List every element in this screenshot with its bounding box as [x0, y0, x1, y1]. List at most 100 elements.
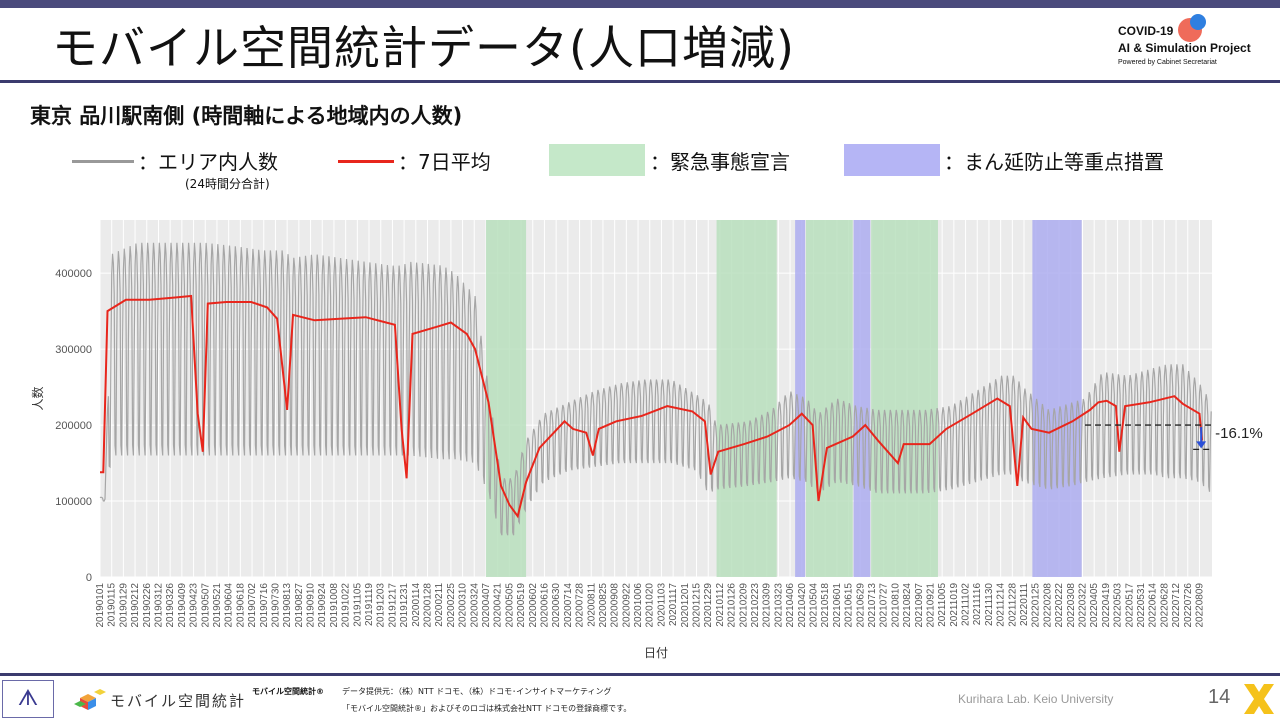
annotation-arrow-head [1196, 441, 1207, 449]
x-tick-label: 20210420 [797, 583, 808, 628]
x-tick-label: 20191008 [329, 583, 340, 628]
x-tick-label: 20190827 [294, 583, 305, 628]
x-tick-label: 20210907 [914, 583, 925, 628]
x-tick-label: 20190716 [259, 583, 270, 628]
mobile-spatial-statistics-logo: モバイル空間統計 [72, 684, 244, 714]
y-axis-title: 人数 [30, 386, 45, 410]
page-number: 14 [1208, 686, 1231, 708]
x-tick-label: 20190129 [118, 583, 129, 628]
x-tick-label: 20200616 [539, 583, 550, 628]
x-tick-label: 20210810 [890, 583, 901, 628]
emergency-period-band [805, 220, 853, 577]
emergency-period-band [716, 220, 777, 577]
x-tick-label: 20200602 [528, 583, 539, 628]
x-tick-label: 20220322 [1078, 583, 1089, 628]
x-tick-label: 20200310 [458, 583, 469, 628]
x-tick-label: 20190910 [306, 583, 317, 628]
x-tick-label: 20201229 [703, 583, 714, 628]
series-7day-average [100, 294, 1203, 519]
footer-lab-name: Kurihara Lab. Keio University [958, 692, 1114, 706]
logo-line-1: COVID-19 [1118, 24, 1174, 38]
x-tick-label: 20190618 [235, 583, 246, 628]
footer-registered: モバイル空間統計® [252, 687, 324, 696]
covid-ai-project-logo: COVID-19 AI & Simulation Project Powered… [1118, 14, 1268, 74]
x-tick-label: 20201201 [680, 583, 691, 628]
x-tick-label: 20211228 [1007, 583, 1018, 627]
legend-green-label: ：緊急事態宣言 [650, 150, 790, 174]
y-tick-label: 400000 [55, 268, 92, 280]
population-line-chart: 0 100000 200000 300000 400000 20190101 2019011… [30, 220, 1263, 660]
x-tick-label: 20210223 [750, 583, 761, 628]
x-tick-label: 20201215 [692, 583, 703, 628]
chart-subtitle: 東京 品川駅南側 (時間軸による地域内の人数) [30, 104, 463, 128]
cube-logo-icon [74, 689, 106, 710]
logo-line-3: Powered by Cabinet Secretariat [1118, 59, 1217, 66]
x-tick-label: 20210921 [925, 583, 936, 628]
x-tick-label: 20200922 [621, 583, 632, 628]
x-axis-title: 日付 [644, 646, 668, 660]
legend-blue-label: ：まん延防止等重点措置 [944, 150, 1164, 174]
x-tick-label: 20220419 [1101, 583, 1112, 628]
x-tick-label: 20210518 [820, 583, 831, 628]
y-tick-label: 100000 [55, 496, 92, 508]
x-tick-label: 20190115 [107, 583, 118, 627]
page-title: モバイル空間統計データ(人口増減) [52, 21, 795, 75]
x-tick-label: 20200128 [423, 583, 434, 628]
legend-red-swatch [338, 160, 394, 163]
x-tick-label: 20210629 [855, 583, 866, 628]
x-tick-label: 20220628 [1159, 583, 1170, 628]
x-tick-label: 20211214 [996, 583, 1007, 627]
legend-red-label: ：7日平均 [398, 150, 491, 174]
x-tick-label: 20191022 [341, 583, 352, 628]
footer-source-line1: データ提供元：（株）NTT ドコモ、（株）ドコモ･インサイトマーケティング [342, 687, 612, 696]
legend-green-swatch [549, 144, 645, 176]
x-tick-label: 20190521 [212, 583, 223, 628]
x-tick-label: 20200714 [563, 583, 574, 628]
x-tick-label: 20190604 [224, 583, 235, 628]
x-tick-label: 20190813 [282, 583, 293, 628]
x-tick-label: 20190702 [247, 583, 258, 628]
x-tick-label: 20190730 [270, 583, 281, 628]
quasi-period-band [853, 220, 871, 577]
x-tick-label: 20220125 [1031, 583, 1042, 628]
x-tick-label: 20190924 [317, 583, 328, 628]
x-tick-label: 20200421 [493, 583, 504, 628]
x-tick-label: 20190423 [189, 583, 200, 628]
x-tick-label: 20190312 [153, 583, 164, 628]
x-tick-label: 20220517 [1124, 583, 1135, 628]
x-tick-label: 20190101 [95, 583, 106, 628]
x-tick-label: 20191217 [387, 583, 398, 628]
x-tick-label: 20200505 [504, 583, 515, 628]
x-tick-label: 20211005 [937, 583, 948, 627]
x-tick-label: 20211102 [961, 583, 972, 626]
x-tick-label: 20210601 [832, 583, 843, 628]
lab-logo-icon: ᗑ [2, 680, 54, 718]
y-tick-label: 300000 [55, 344, 92, 356]
x-tick-label: 20220405 [1089, 583, 1100, 628]
top-accent-bar [0, 0, 1280, 8]
y-tick-label: 0 [86, 572, 92, 584]
x-tick-label: 20220308 [1066, 583, 1077, 628]
x-tick-label: 20220503 [1113, 583, 1124, 628]
x-tick-label: 20191231 [399, 583, 410, 628]
x-tick-label: 20210209 [738, 583, 749, 628]
x-tick-label: 20210615 [844, 583, 855, 628]
x-tick-label: 20210126 [727, 583, 738, 628]
x-tick-label: 20211116 [972, 583, 983, 626]
x-tick-label: 20191119 [364, 583, 375, 626]
x-tick-label: 20200630 [551, 583, 562, 628]
x-tick-label: 20220111 [1019, 583, 1030, 626]
annotation-percent-label: -16.1% [1215, 425, 1263, 442]
x-tick-label: 20210713 [867, 583, 878, 628]
x-tick-label: 20201103 [656, 583, 667, 627]
x-tick-label: 20191203 [376, 583, 387, 628]
header-divider [0, 80, 1280, 83]
series-area-population [99, 242, 1212, 536]
footer-divider [0, 673, 1280, 676]
footer-logo-text: モバイル空間統計 [110, 692, 247, 710]
x-tick-label: 20200825 [598, 583, 609, 628]
legend-gray-swatch [72, 160, 134, 163]
x-tick-label: 20210112 [715, 583, 726, 627]
x-tick-label: 20200728 [575, 583, 586, 628]
quasi-period-band [795, 220, 806, 577]
